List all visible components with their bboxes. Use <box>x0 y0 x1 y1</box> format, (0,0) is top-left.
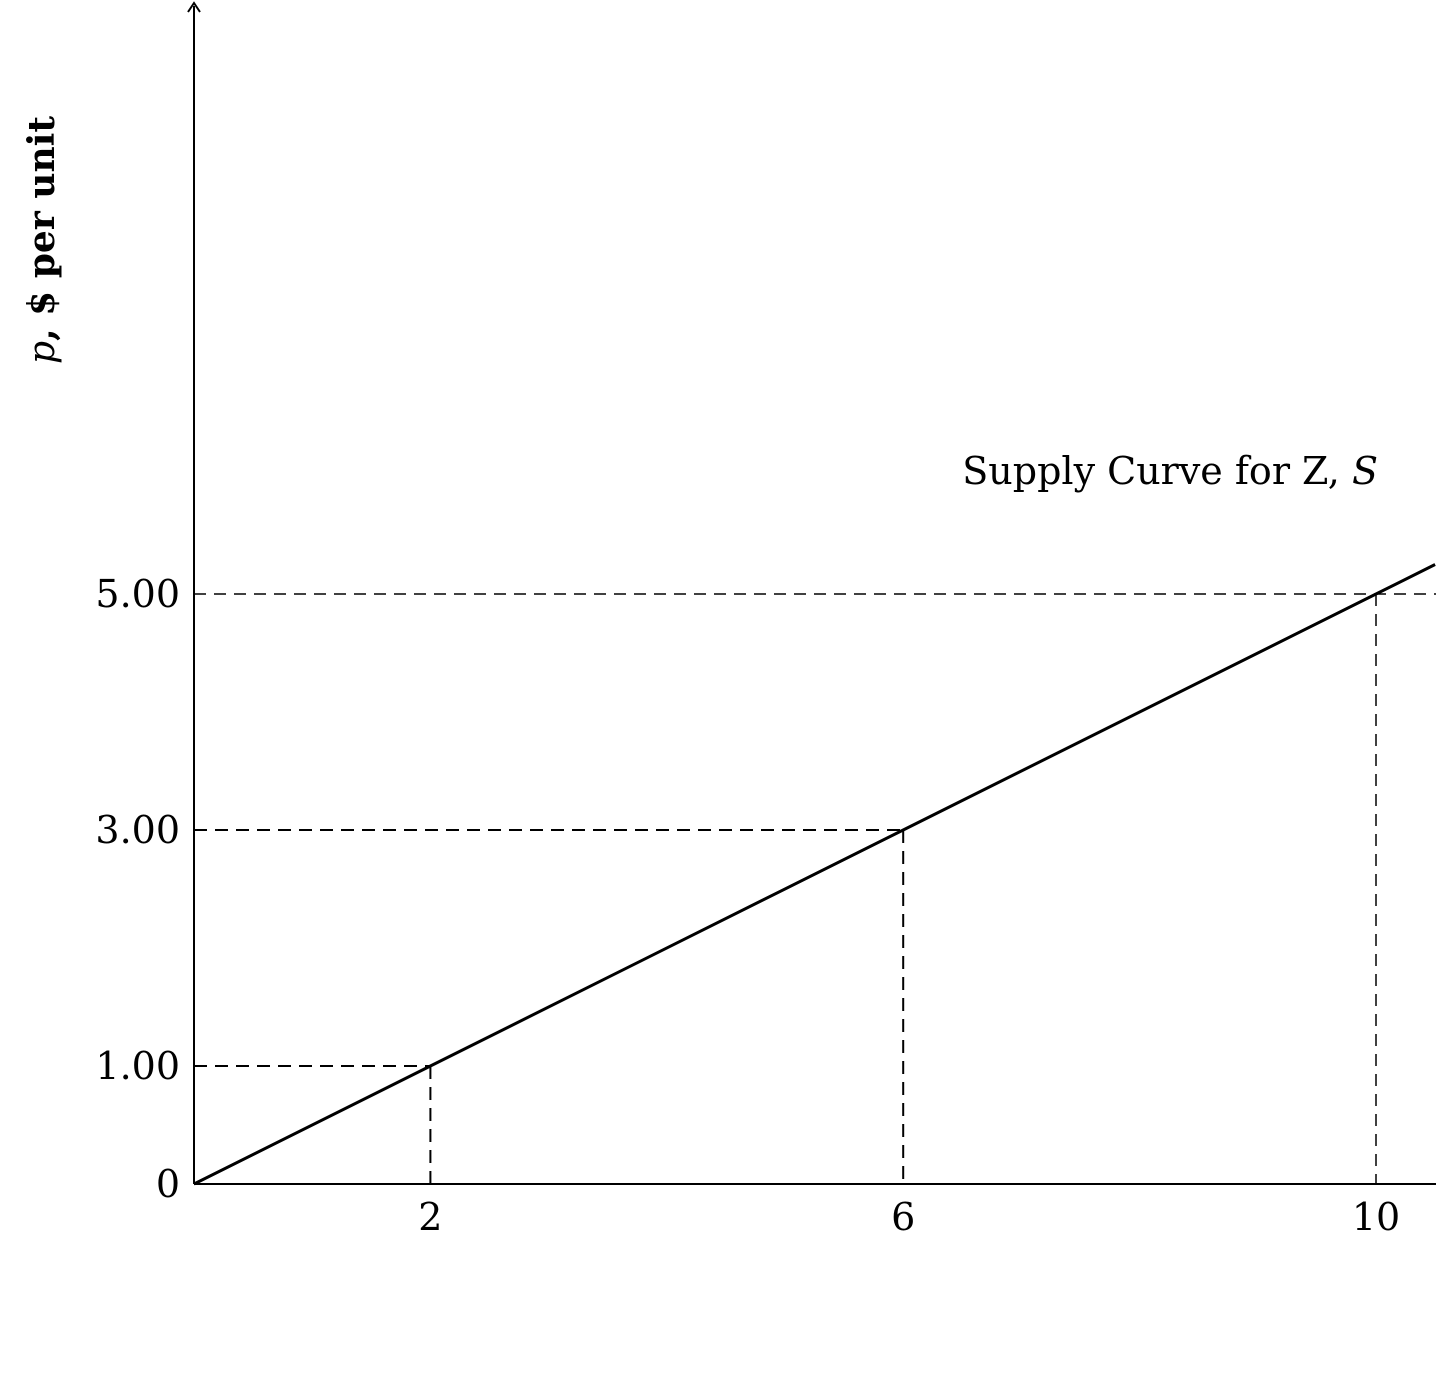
y-tick-label: 5.00 <box>95 572 180 616</box>
series-group <box>193 563 1436 1186</box>
y-tick-label: 0 <box>156 1162 180 1206</box>
y-axis-arrowhead <box>187 1 201 13</box>
tick-labels: 2 6 10 0 1.00 3.00 5.00 <box>95 572 1400 1239</box>
x-tick-label: 6 <box>891 1195 915 1239</box>
y-axis-title: p, $ per unit <box>21 116 63 364</box>
y-axis-title-rest: , $ per unit <box>21 116 63 341</box>
guide-lines <box>194 593 1436 1184</box>
series-label-text: Supply Curve for Z, <box>962 449 1352 493</box>
y-axis-title-variable: p <box>22 341 63 364</box>
supply-curve-line <box>193 563 1436 1186</box>
series-label-symbol: S <box>1352 449 1378 493</box>
y-tick-label: 1.00 <box>95 1044 180 1088</box>
x-tick-label: 2 <box>418 1195 442 1239</box>
axes <box>187 1 1436 1185</box>
x-tick-label: 10 <box>1352 1195 1400 1239</box>
series-label: Supply Curve for Z, S <box>962 449 1378 493</box>
y-tick-label: 3.00 <box>95 808 180 852</box>
